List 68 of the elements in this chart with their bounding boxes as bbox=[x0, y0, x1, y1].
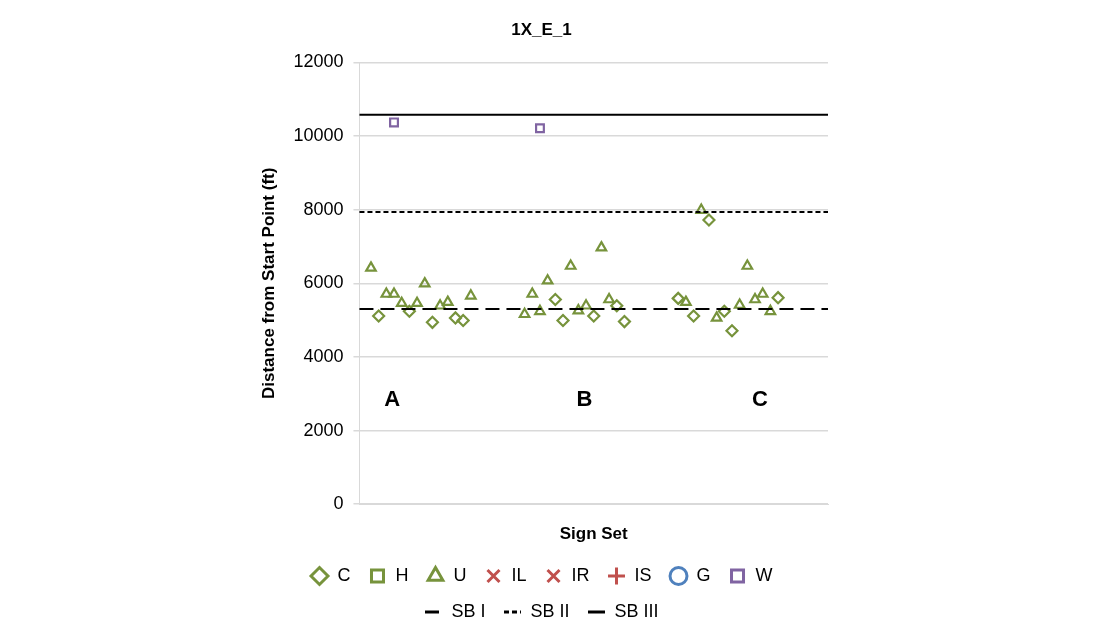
legend-label: SB III bbox=[614, 600, 659, 621]
y-tick-label: 4000 bbox=[303, 345, 344, 366]
point bbox=[534, 304, 546, 316]
point bbox=[572, 303, 585, 315]
point bbox=[749, 292, 761, 304]
y-tick-label: 2000 bbox=[303, 419, 344, 440]
point bbox=[725, 324, 739, 338]
x-axis-title: Sign Set bbox=[559, 524, 629, 544]
legend-label: U bbox=[453, 564, 467, 585]
point bbox=[564, 259, 577, 270]
point bbox=[541, 274, 554, 285]
point bbox=[771, 291, 785, 305]
point bbox=[756, 287, 769, 298]
legend-label: C bbox=[337, 564, 351, 585]
point bbox=[686, 309, 701, 323]
point bbox=[456, 313, 470, 328]
y-tick-label: 12000 bbox=[293, 51, 344, 72]
chart-title: 1X_E_1 bbox=[511, 19, 572, 39]
point bbox=[395, 296, 408, 308]
point bbox=[702, 213, 716, 227]
point bbox=[425, 315, 440, 329]
point bbox=[548, 292, 562, 307]
y-tick-label: 6000 bbox=[303, 272, 344, 293]
point bbox=[733, 298, 746, 309]
point bbox=[671, 291, 685, 305]
y-tick-label: 8000 bbox=[303, 198, 344, 219]
legend-label: IS bbox=[634, 564, 652, 585]
legend-label: H bbox=[395, 564, 409, 585]
point bbox=[556, 313, 570, 328]
point bbox=[464, 289, 477, 300]
point bbox=[710, 311, 723, 322]
legend-label: IR bbox=[571, 564, 590, 585]
point bbox=[418, 277, 431, 288]
point bbox=[580, 299, 592, 310]
point bbox=[434, 299, 446, 310]
point bbox=[389, 117, 400, 128]
point bbox=[534, 123, 545, 134]
point bbox=[610, 299, 624, 313]
point bbox=[388, 287, 400, 298]
legend-label: IL bbox=[511, 564, 527, 585]
legend-label: G bbox=[696, 564, 711, 585]
annotation: C bbox=[752, 386, 769, 412]
legend-label: SB I bbox=[451, 600, 486, 621]
point bbox=[595, 240, 608, 252]
point bbox=[603, 292, 615, 304]
point bbox=[617, 314, 632, 329]
point bbox=[372, 309, 386, 323]
legend-label: SB II bbox=[530, 600, 570, 621]
point bbox=[587, 309, 601, 323]
point bbox=[764, 304, 777, 316]
point bbox=[402, 304, 416, 318]
point bbox=[380, 287, 393, 298]
y-tick-label: 0 bbox=[333, 493, 344, 514]
point bbox=[695, 203, 708, 214]
point bbox=[365, 261, 377, 272]
point bbox=[448, 311, 463, 325]
point bbox=[441, 295, 454, 306]
legend-label: W bbox=[755, 564, 773, 585]
point bbox=[411, 296, 423, 308]
annotation: A bbox=[384, 386, 401, 412]
y-tick-label: 10000 bbox=[293, 125, 344, 145]
y-axis-title: Distance from Start Point (ft) bbox=[258, 167, 278, 399]
point bbox=[741, 259, 754, 270]
point bbox=[680, 295, 692, 306]
annotation: B bbox=[576, 386, 593, 412]
point bbox=[518, 307, 531, 319]
point bbox=[526, 287, 539, 298]
point bbox=[717, 304, 731, 318]
